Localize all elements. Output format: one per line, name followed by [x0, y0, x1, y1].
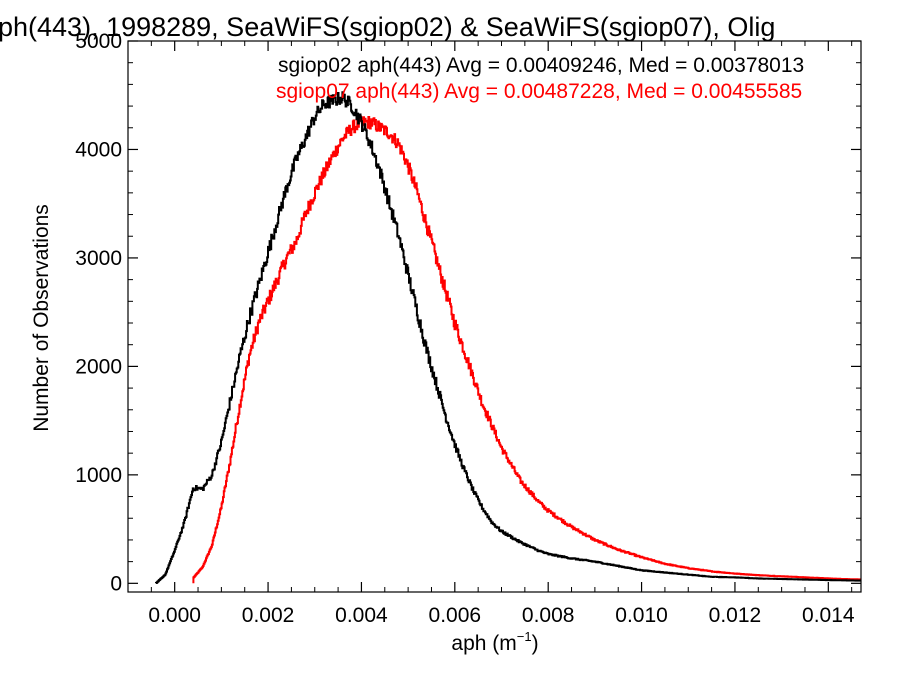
x-tick-label: 0.002	[242, 604, 295, 627]
legend-annotation-sgiop07: sgiop07 aph(443) Avg = 0.00487228, Med =…	[276, 80, 802, 103]
y-axis-label: Number of Observations	[30, 204, 53, 432]
x-tick-label: 0.012	[709, 604, 762, 627]
y-tick-label: 5000	[75, 30, 122, 53]
x-axis-label: aph (m−1)	[451, 629, 538, 655]
y-tick-label: 0	[110, 572, 122, 595]
x-tick-label: 0.010	[615, 604, 668, 627]
chart-title: ph(443), 1998289, SeaWiFS(sgiop02) & Sea…	[0, 12, 775, 42]
plot-frame	[127, 40, 862, 593]
x-tick-label: 0.000	[148, 604, 201, 627]
y-tick-label: 4000	[75, 138, 122, 161]
series-line-sgiop07	[192, 115, 862, 584]
x-axis-label-main: aph (m	[451, 632, 516, 655]
x-tick-label: 0.006	[429, 604, 482, 627]
y-tick-label: 2000	[75, 355, 122, 378]
legend-annotation-sgiop02: sgiop02 aph(443) Avg = 0.00409246, Med =…	[278, 54, 804, 77]
x-tick-label: 0.014	[802, 604, 855, 627]
x-axis-label-superscript: −1	[517, 629, 532, 644]
x-tick-label: 0.004	[335, 604, 388, 627]
y-tick-label: 1000	[75, 464, 122, 487]
y-tick-label: 3000	[75, 247, 122, 270]
x-tick-label: 0.008	[522, 604, 575, 627]
series-line-sgiop02	[155, 91, 862, 584]
series-layer	[155, 91, 862, 584]
x-axis-label-close: )	[532, 632, 539, 655]
axis-layer: 0.000 0.002 0.004 0.006 0.008 0.010 0.012 0.014…	[75, 30, 861, 627]
